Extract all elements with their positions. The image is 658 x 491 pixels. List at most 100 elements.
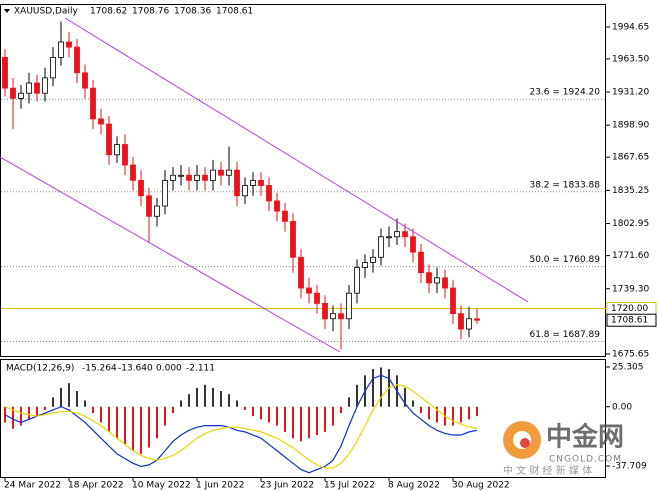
watermark: 中金网 CNGOLD.COM 中 文 财 经 新 媒 体 [503, 421, 624, 477]
candle-body [74, 46, 80, 74]
candle-body [154, 205, 160, 217]
candle-body [106, 123, 112, 156]
candle-body [314, 292, 320, 304]
x-tick-label: 30 Aug 2022 [452, 481, 510, 491]
y-tick-label: 1867.65 [612, 153, 649, 163]
candle-body [338, 313, 344, 320]
indicator-title: MACD(12,26,9) [6, 364, 74, 374]
x-tick-label: 15 Jul 2022 [324, 481, 375, 491]
watermark-name: 中金网 [546, 422, 624, 453]
candle-body [234, 169, 240, 197]
watermark-domain: CNGOLD.COM [549, 455, 622, 465]
menu-arrow [4, 9, 10, 13]
quote-value: 1708.36 [174, 7, 211, 17]
price-box-label: 1708.61 [611, 316, 648, 326]
candle-body [474, 318, 480, 321]
candle-body [26, 82, 32, 94]
candle-body [362, 262, 368, 268]
candle-body [378, 236, 384, 258]
candle-body [98, 118, 104, 125]
candle-body [466, 318, 472, 330]
candle-body [418, 251, 424, 274]
fib-label: 50.0 = 1760.89 [529, 255, 600, 265]
candle-body [162, 179, 168, 207]
candle-body [242, 185, 248, 197]
candle-body [346, 292, 352, 320]
candle-body [386, 236, 392, 239]
y-tick-label: 1931.20 [612, 88, 649, 98]
candle-body [218, 169, 224, 176]
candle-body [18, 92, 24, 99]
candle-body [298, 256, 304, 289]
candle-body [82, 72, 88, 89]
y-tick-label: 1963.50 [612, 54, 649, 64]
indicator-line [4, 374, 478, 474]
candle-body [402, 231, 408, 238]
candle-body [178, 174, 184, 177]
candle-body [410, 236, 416, 253]
candle-body [202, 174, 208, 181]
candle-body [258, 179, 264, 186]
price-box-label: 1720.00 [611, 304, 648, 314]
candle-body [290, 221, 296, 258]
candle-body [434, 277, 440, 284]
candle-body [306, 287, 312, 294]
indicator-line [4, 384, 478, 469]
x-tick-label: 1 Jun 2022 [196, 481, 244, 491]
candle-body [330, 313, 336, 320]
macd-panel: MACD(12,26,9) -15.264 -13.640 0.000 -2.111 25… [4, 362, 647, 474]
candle-body [210, 169, 216, 181]
chart-title: XAUUSD,Daily [14, 7, 78, 17]
channel-line-lower [0, 156, 341, 353]
candle-body [266, 185, 272, 202]
fib-label: 38.2 = 1833.88 [529, 180, 600, 190]
indicator-readout: -15.264 [82, 364, 117, 374]
candle-body [130, 164, 136, 181]
candle-body [426, 272, 432, 284]
channel-line-upper [64, 17, 529, 303]
candle-body [50, 56, 56, 79]
indicator-readout: -2.111 [186, 364, 215, 374]
candle-body [186, 174, 192, 181]
y-tick-label: 25.305 [612, 362, 644, 372]
y-tick-label: 1739.30 [612, 284, 649, 294]
y-tick-label: 1898.90 [612, 121, 649, 131]
price-box [606, 313, 657, 327]
watermark-slogan: 中 文 财 经 新 媒 体 [503, 464, 592, 477]
y-tick-label: 1835.25 [612, 186, 649, 196]
candle-body [114, 144, 120, 156]
x-tick-label: 23 Jun 2022 [260, 481, 314, 491]
x-tick-label: 24 Mar 2022 [4, 481, 61, 491]
candle-body [170, 174, 176, 181]
candle-body [226, 169, 232, 176]
candle-body [58, 41, 64, 58]
quote-value: 1708.61 [216, 7, 253, 17]
indicator-readout: -13.640 [118, 364, 153, 374]
candle-body [2, 56, 8, 89]
candle-body [282, 210, 288, 222]
main-panel: XAUUSD,Daily 1708.62 1708.76 1708.36 1708.61… [1, 7, 657, 491]
candle-body [122, 144, 128, 166]
candle-body [10, 87, 16, 99]
candle-body [322, 303, 328, 320]
main-panel-frame [0, 4, 606, 357]
fib-label: 23.6 = 1924.20 [529, 88, 600, 98]
y-tick-label: 1771.60 [612, 251, 649, 261]
candle-body [274, 200, 280, 212]
quote-value: 1708.62 [90, 7, 127, 17]
candle-body [34, 82, 40, 94]
candle-body [354, 267, 360, 294]
candle-body [194, 174, 200, 181]
candle-body [146, 195, 152, 217]
candle-body [450, 287, 456, 315]
y-tick-label: 1675.65 [612, 350, 649, 360]
watermark-logo-dot [520, 438, 530, 448]
fib-label: 61.8 = 1687.89 [529, 330, 600, 340]
candle-body [250, 179, 256, 186]
y-tick-label: 1994.65 [612, 22, 649, 32]
y-tick-label: 1802.95 [612, 219, 649, 229]
candle-body [90, 87, 96, 120]
candle-body [458, 313, 464, 330]
